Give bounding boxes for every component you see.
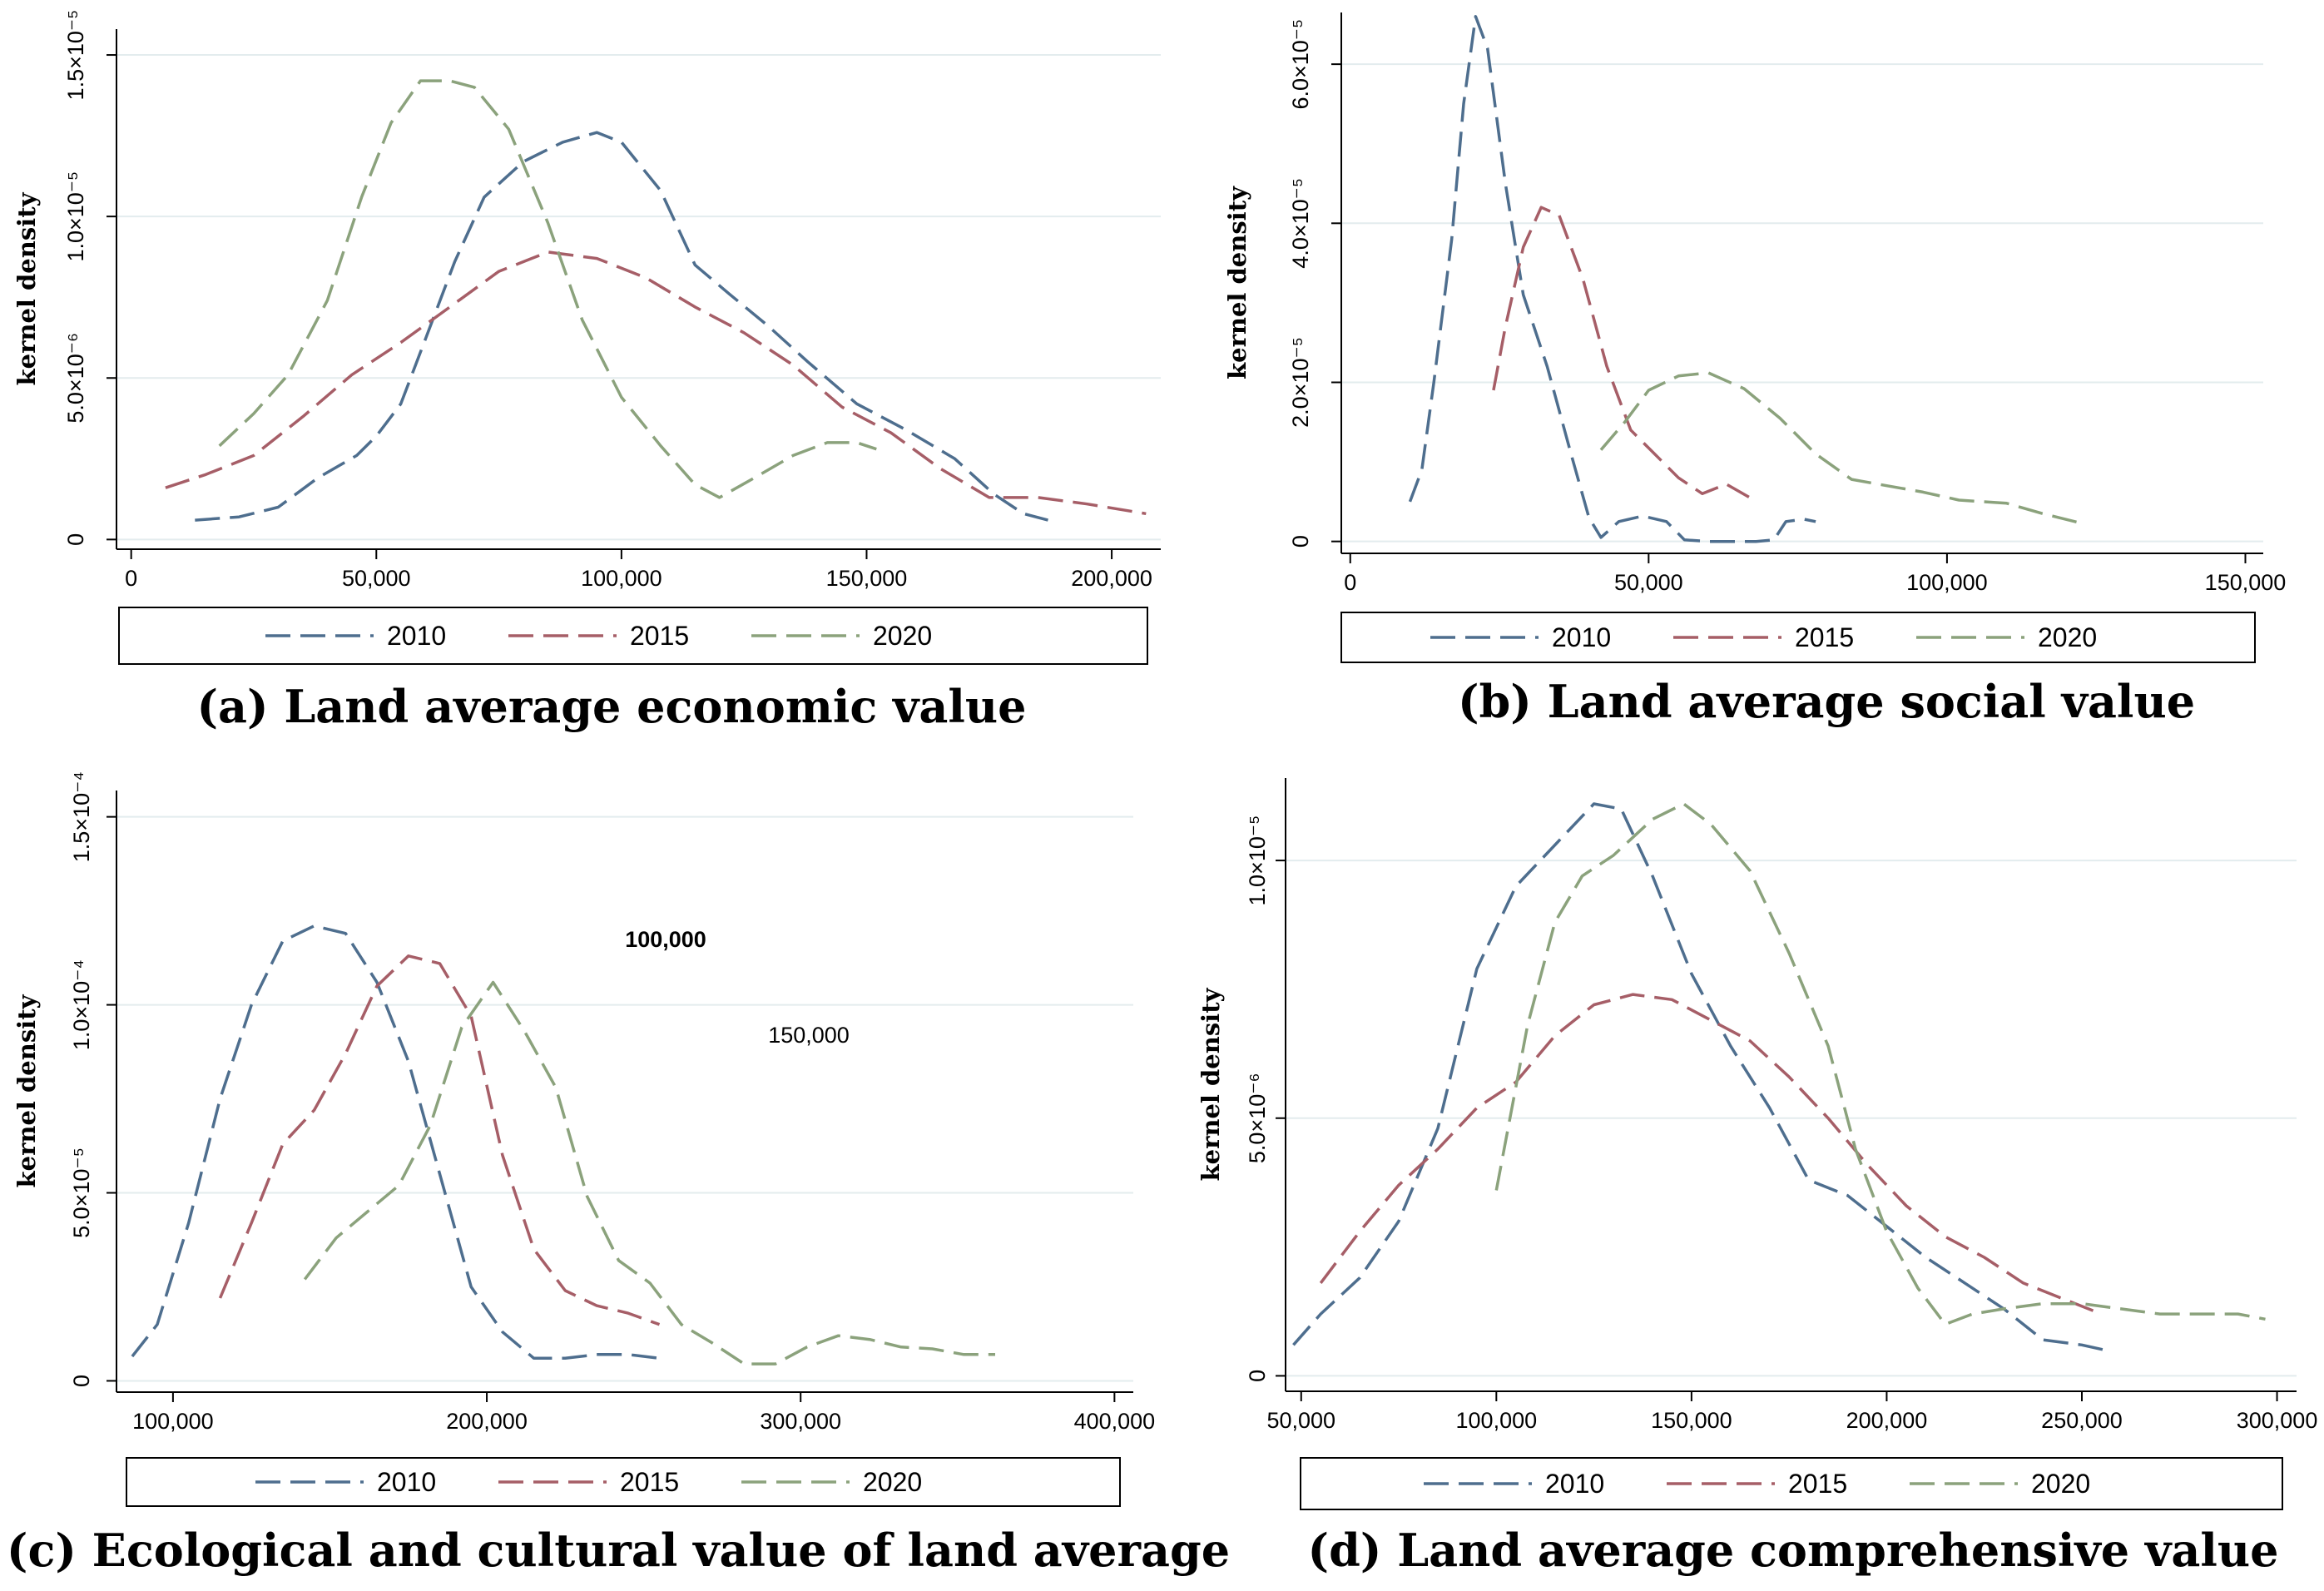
x-tick-label-3: 150,000 [2205,570,2287,595]
y-tick-label-1: 5.0×10⁻⁶ [63,333,88,424]
stray-label-100000: 100,000 [625,927,706,952]
x-tick-label-4: 200,000 [1071,566,1152,591]
legend-label-2020: 2020 [873,621,932,651]
legend-box [1340,612,2256,663]
x-tick-label-1: 100,000 [1456,1408,1538,1433]
panel-c: 100,000 200,000 300,000 400,000 0 5.0×10⁻⁵ 1.0… [7,771,1230,1577]
series-line-2020 [1599,371,2085,526]
y-tick-label-3: 6.0×10⁻⁵ [1288,19,1313,110]
series-line-2020 [218,79,877,499]
x-tick-label-1: 200,000 [446,1409,528,1434]
legend-label-2015: 2015 [620,1467,679,1497]
x-tick-label-2: 150,000 [1651,1408,1732,1433]
y-tick-label-2: 1.0×10⁻⁴ [69,959,94,1050]
legend-label-2015: 2015 [630,621,689,651]
series-line-2010 [1408,15,1816,543]
x-tick-label-3: 400,000 [1074,1409,1156,1434]
x-tick-label-2: 100,000 [1906,570,1988,595]
panel-a: 0 50,000 100,000 150,000 200,000 0 5.0×10⁻⁶ 1.0… [12,10,1161,733]
series-line-2015 [1492,206,1752,499]
panel-caption: (b) Land average social value [1458,675,2195,728]
y-tick-label-1: 5.0×10⁻⁵ [69,1147,94,1238]
legend-label-2020: 2020 [2031,1469,2090,1499]
panel-caption: (d) Land average comprehensive value [1308,1524,2279,1577]
y-axis-label: kernel density [1197,987,1225,1181]
y-tick-label-0: 0 [1288,535,1313,548]
x-tick-label-5: 300,000 [2237,1408,2318,1433]
series-line-2010 [131,924,660,1361]
y-tick-label-1: 5.0×10⁻⁶ [1245,1073,1270,1163]
y-axis-label: kernel density [12,191,41,385]
x-tick-label-2: 100,000 [581,566,662,591]
panel-caption: (c) Ecological and cultural value of lan… [7,1524,1230,1577]
x-tick-label-0: 0 [125,566,137,591]
legend-label-2010: 2010 [387,621,446,651]
legend-label-2015: 2015 [1795,622,1854,652]
x-tick-label-0: 100,000 [132,1409,214,1434]
y-axis-label: kernel density [12,994,41,1187]
x-tick-label-4: 250,000 [2041,1408,2123,1433]
panel-b: 0 50,000 100,000 150,000 0 2.0×10⁻⁵ 4.0×10⁻⁵ 6.… [1223,12,2286,728]
x-tick-label-0: 50,000 [1266,1408,1335,1433]
legend-label-2010: 2010 [1545,1469,1604,1499]
series-line-2020 [303,980,995,1365]
y-tick-label-0: 0 [1245,1370,1270,1382]
y-axis-label: kernel density [1223,186,1251,379]
chart-panels: 0 50,000 100,000 150,000 200,000 0 5.0×10⁻⁶ 1.0… [7,10,2317,1577]
series-line-2010 [195,131,1048,522]
y-tick-label-0: 0 [69,1375,94,1387]
panel-d: 50,000 100,000 150,000 200,000 250,000 300,00… [1197,778,2317,1577]
x-tick-label-2: 300,000 [760,1409,841,1434]
y-tick-label-2: 1.0×10⁻⁵ [63,171,88,262]
y-tick-label-3: 1.5×10⁻⁴ [69,771,94,862]
stray-label-150000: 150,000 [768,1023,850,1048]
y-tick-label-2: 4.0×10⁻⁵ [1288,178,1313,269]
x-tick-label-3: 150,000 [826,566,908,591]
series-line-2010 [1292,802,2106,1352]
y-tick-label-3: 1.5×10⁻⁵ [63,10,88,101]
legend-label-2020: 2020 [2038,622,2097,652]
legend-label-2020: 2020 [863,1467,922,1497]
y-tick-label-0: 0 [63,533,88,546]
series-line-2015 [218,954,661,1326]
x-tick-label-1: 50,000 [1614,570,1683,595]
legend-label-2010: 2010 [1552,622,1611,652]
y-tick-label-1: 2.0×10⁻⁵ [1288,337,1313,428]
x-tick-label-1: 50,000 [342,566,411,591]
legend-label-2010: 2010 [377,1467,436,1497]
x-tick-label-0: 0 [1344,570,1356,595]
panel-caption: (a) Land average economic value [196,680,1026,733]
series-line-2015 [1319,993,2103,1316]
x-tick-label-3: 200,000 [1846,1408,1928,1433]
y-tick-label-2: 1.0×10⁻⁵ [1245,815,1270,906]
series-line-2020 [1494,802,2266,1326]
legend-label-2015: 2015 [1788,1469,1847,1499]
series-line-2015 [165,250,1147,516]
